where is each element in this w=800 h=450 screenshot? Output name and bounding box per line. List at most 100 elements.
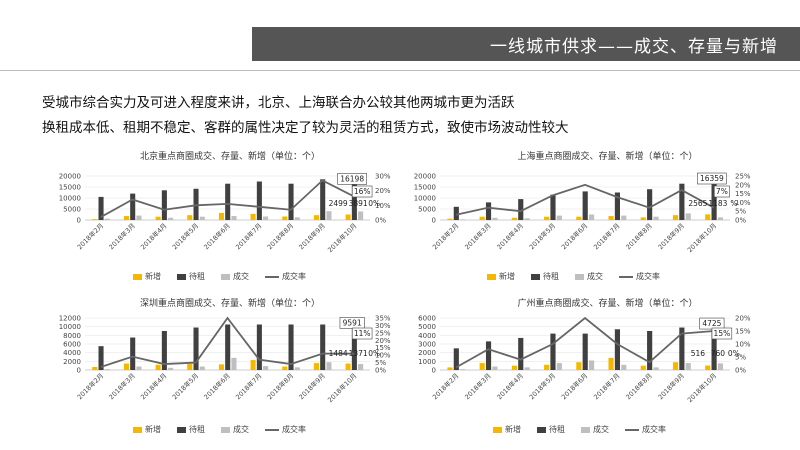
bar-待租 — [351, 328, 357, 370]
x-tick-label: 2018年10月 — [325, 371, 358, 404]
bar-成交 — [263, 366, 269, 370]
bar-新增 — [313, 215, 319, 220]
bar-成交 — [621, 364, 627, 370]
x-tick-label: 2018年8月 — [624, 371, 654, 401]
bar-新增 — [92, 366, 98, 370]
x-tick-label: 2018年4月 — [495, 371, 525, 401]
bar-新增 — [705, 365, 711, 370]
y2-tick-label: 0% — [375, 217, 386, 225]
x-tick-label: 2018年7月 — [591, 371, 621, 401]
bar-新增 — [250, 213, 256, 220]
chart-legend: 新增 待租 成交 成交率 — [133, 424, 322, 435]
bar-待租 — [647, 331, 653, 370]
y2-tick-label: 20% — [375, 337, 391, 345]
chart-shenzhen: 深圳重点商圈成交、存量、新增（单位：个） 0 2000 4000 6000 8000 10… — [45, 290, 415, 450]
bar-新增 — [672, 362, 679, 370]
y-tick-label: 6000 — [418, 315, 436, 323]
legend-item: 成交率 — [265, 271, 306, 282]
bar-待租 — [518, 199, 524, 220]
bar-待租 — [485, 202, 492, 220]
x-tick-label: 2018年5月 — [527, 371, 557, 401]
bar-新增 — [155, 364, 161, 370]
bar-新增 — [479, 363, 485, 370]
x-tick-label: 2018年4月 — [138, 221, 168, 251]
y-tick-label: 0 — [77, 217, 81, 225]
data-label-deal-pct: 0% — [368, 349, 380, 358]
chart-beijing: 北京重点商圈成交、存量、新增（单位：个） 0 5000 10000 15000 2000… — [45, 140, 415, 285]
x-tick-label: 2018年4月 — [495, 221, 525, 251]
bar-成交 — [556, 215, 562, 220]
bar-待租 — [582, 333, 588, 370]
legend-item: 成交率 — [619, 271, 660, 282]
bar-待租 — [225, 183, 231, 220]
legend-swatch — [531, 273, 540, 280]
bar-成交 — [231, 216, 237, 220]
chart-title: 广州重点商圈成交、存量、新增（单位：个） — [517, 299, 698, 309]
bar-新增 — [218, 212, 224, 220]
y2-tick-label: 0% — [735, 217, 746, 225]
x-tick-label: 2018年10月 — [325, 221, 358, 254]
legend-item: 成交 — [581, 424, 609, 435]
x-tick-label: 2018年5月 — [170, 221, 200, 251]
chart-legend: 新增 待租 成交 成交率 — [487, 271, 676, 282]
x-tick-label: 2018年5月 — [170, 371, 200, 401]
legend-item: 成交率 — [625, 424, 666, 435]
y2-tick-label: 25% — [735, 173, 751, 181]
y2-tick-label: 20% — [735, 181, 751, 189]
bar-新增 — [218, 364, 224, 370]
chart-plot: 0 5000 10000 15000 20000 0%5%10%15%20%25% 2018… — [414, 173, 751, 255]
data-label-stock: 4725 — [702, 319, 721, 328]
x-tick-label: 2018年2月 — [75, 221, 105, 251]
y2-tick-label: 5% — [375, 359, 386, 367]
bar-新增 — [123, 363, 129, 370]
bar-待租 — [351, 184, 357, 220]
bar-成交 — [263, 216, 269, 220]
legend-label: 成交 — [593, 425, 609, 434]
legend-label: 成交率 — [282, 425, 306, 434]
header-divider — [0, 70, 800, 71]
bar-新增 — [544, 364, 550, 370]
x-tick-label: 2018年9月 — [656, 371, 686, 401]
bar-成交 — [231, 357, 237, 370]
y2-tick-label: 10% — [735, 341, 751, 349]
legend-item: 待租 — [177, 424, 205, 435]
y2-tick-label: 5% — [735, 208, 746, 216]
bar-待租 — [130, 193, 136, 220]
bar-成交 — [524, 218, 530, 220]
y2-tick-label: 35% — [375, 315, 391, 323]
bar-新增 — [447, 367, 453, 370]
data-label-rate-box — [711, 327, 733, 340]
legend-swatch — [487, 273, 496, 280]
legend-label: 新增 — [499, 272, 515, 281]
y-tick-label: 5000 — [418, 206, 436, 214]
bar-成交 — [717, 363, 724, 370]
bar-新增 — [576, 216, 582, 220]
y2-tick-label: 15% — [375, 344, 391, 352]
y-tick-label: 10000 — [59, 195, 81, 203]
bar-成交 — [524, 367, 530, 370]
bar-成交 — [460, 219, 466, 220]
bar-新增 — [250, 360, 256, 370]
bar-待租 — [518, 337, 524, 370]
x-tick-label: 2018年10月 — [685, 371, 718, 404]
data-label-deal: 760 — [711, 349, 726, 358]
bar-新增 — [282, 366, 288, 370]
chart-guangzhou: 广州重点商圈成交、存量、新增（单位：个） 0 1000 2000 3000 4000 50… — [415, 290, 800, 450]
bar-待租 — [485, 341, 492, 370]
y-tick-label: 12000 — [59, 315, 81, 323]
y2-tick-label: 30% — [375, 173, 391, 181]
data-label-new: 1484 — [329, 349, 348, 358]
y-tick-label: 2000 — [63, 358, 81, 366]
bar-待租 — [711, 184, 717, 220]
legend-item: 成交 — [575, 271, 603, 282]
header-bar: 一线城市供求——成交、存量与新增 — [252, 27, 800, 61]
legend-label: 待租 — [189, 425, 205, 434]
x-tick-label: 2018年7月 — [233, 221, 263, 251]
y-tick-label: 0 — [432, 217, 436, 225]
y2-tick-label: 10% — [375, 352, 391, 360]
legend-item: 新增 — [133, 271, 161, 282]
bar-待租 — [679, 183, 685, 220]
bar-待租 — [288, 324, 294, 370]
